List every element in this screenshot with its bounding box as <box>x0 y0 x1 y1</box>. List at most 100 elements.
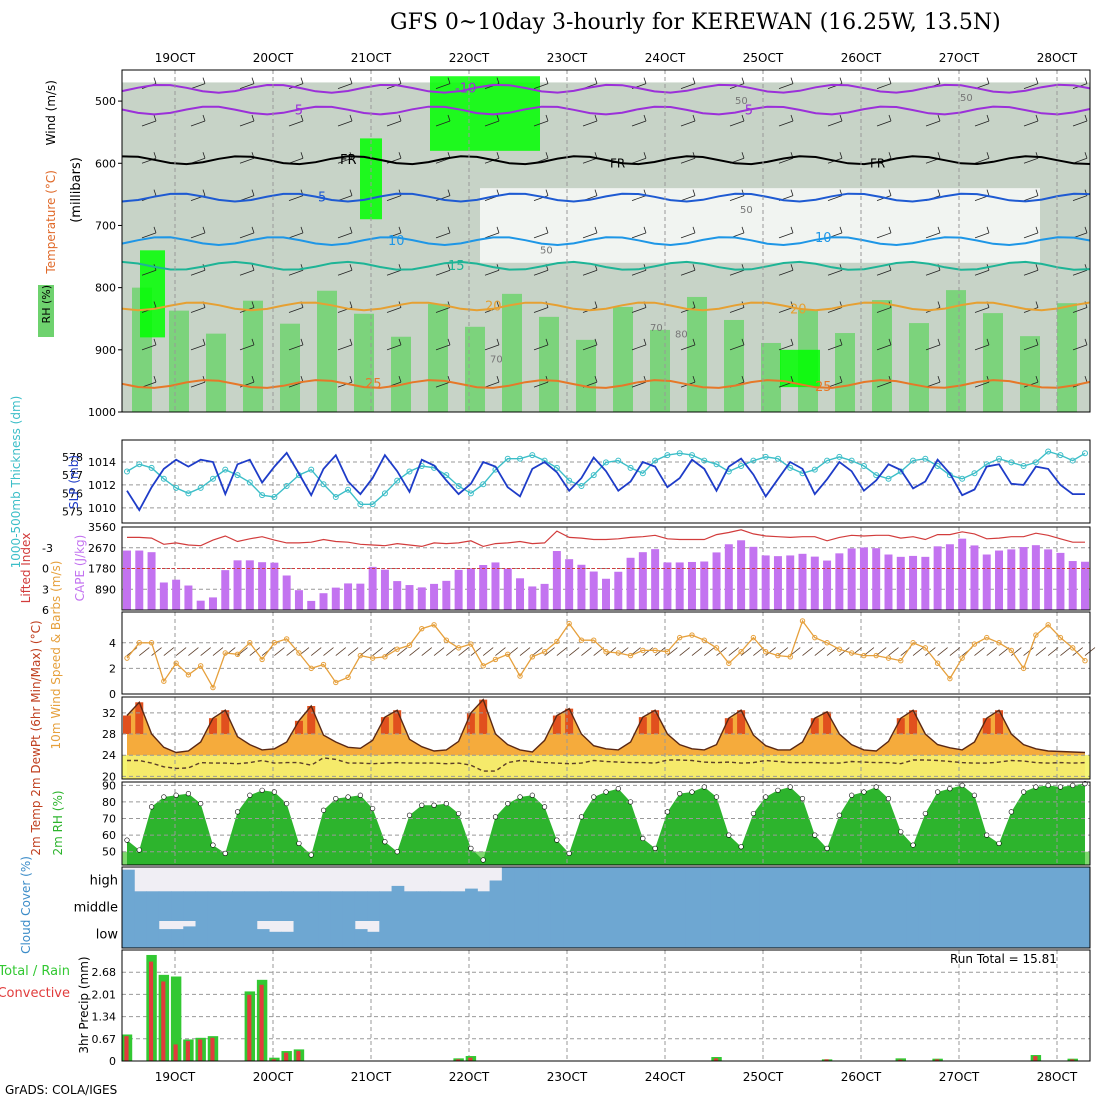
cape-bar <box>417 587 426 610</box>
wind-barb-flag <box>986 114 990 122</box>
wind-barb-flag <box>447 189 451 196</box>
rh-point <box>910 842 916 848</box>
x-tick-label-bottom: 27OCT <box>939 1070 980 1084</box>
cape-bar <box>798 553 807 610</box>
wind-speed-line <box>126 619 1086 690</box>
thickness-point <box>455 483 462 490</box>
wind-barb-10m <box>544 647 555 656</box>
wind-barb <box>1023 120 1039 127</box>
cloud-cell <box>918 867 932 894</box>
cape-bar <box>270 562 279 610</box>
rh-contour-label: 50 <box>740 205 753 216</box>
cape-bar <box>687 561 696 610</box>
cape-bar <box>638 552 647 610</box>
wind-speed-point <box>591 637 597 643</box>
cloud-cell <box>171 929 184 948</box>
cape-bar <box>884 554 893 610</box>
wind-speed-point <box>259 656 265 663</box>
cloud-cell <box>563 921 576 948</box>
wind-barb-flag <box>545 338 549 345</box>
cape-bar <box>712 552 721 610</box>
rh-point <box>222 850 228 856</box>
wind-barb <box>141 269 157 276</box>
rh-point <box>406 812 413 818</box>
wind-barb-flag <box>496 301 500 308</box>
wind-speed-point <box>726 660 732 666</box>
wind-barb-10m <box>151 647 162 656</box>
wind-barb-flag <box>496 226 500 234</box>
rh-moist-column <box>169 310 189 412</box>
thickness-point <box>1032 459 1039 466</box>
cape-bar <box>454 569 463 610</box>
wind-barb <box>337 232 353 239</box>
wind-barb-flag <box>1084 338 1088 345</box>
thickness-point <box>910 457 917 464</box>
slp-axis-label: SLP (mb) <box>67 455 81 509</box>
cape-bar <box>1031 545 1040 610</box>
lifted-tick-label: 6 <box>42 604 49 617</box>
thickness-point <box>1069 457 1076 464</box>
cloud-cell <box>918 894 932 921</box>
cloud-cell <box>146 894 160 921</box>
rh-contour-label: 50 <box>735 96 748 107</box>
wind-barb <box>778 120 794 127</box>
rh-point <box>1070 782 1076 788</box>
isotherm-label: 20 <box>790 302 807 317</box>
rh-point <box>652 845 658 852</box>
cloud-cell <box>832 921 846 948</box>
cloud-cell <box>587 894 601 921</box>
wind-barb-flag <box>937 226 941 234</box>
wind-barb <box>631 381 647 388</box>
wind-barb-flag <box>594 376 598 383</box>
wind-barb <box>876 232 892 239</box>
cloud-cell <box>1077 894 1091 921</box>
wind-barb-flag <box>300 77 304 84</box>
cloud-cell <box>599 921 613 948</box>
wind-barb <box>729 269 745 276</box>
cloud-cell <box>697 867 711 894</box>
wind-barb-flag <box>692 77 696 84</box>
rh-moist-column <box>428 303 448 412</box>
wind-speed-point <box>136 640 142 646</box>
thickness-point <box>1082 450 1088 457</box>
cloud-cell <box>122 894 135 921</box>
wind-barb-flag <box>202 152 206 159</box>
wind-barb <box>778 83 794 90</box>
rh-contour-label: 50 <box>540 245 553 256</box>
wind-barb <box>141 232 157 239</box>
rh-point <box>271 789 277 795</box>
rh-point <box>627 799 634 805</box>
x-tick-label-bottom: 22OCT <box>449 1070 490 1084</box>
cloud-cell <box>685 894 699 921</box>
precip-legend-label: Total / Rain <box>0 964 70 979</box>
rh-point <box>333 795 339 802</box>
x-tick-label-top: 24OCT <box>645 51 686 65</box>
cloud-cell <box>501 894 515 921</box>
wind-barb-10m <box>581 647 592 656</box>
cape-bar <box>430 583 439 610</box>
wind-barb <box>1023 232 1039 239</box>
cape-axis-label: CAPE (J/kg) <box>73 535 87 602</box>
wind-barb-flag <box>643 152 647 159</box>
wind-speed-point <box>320 661 327 668</box>
thickness-point <box>566 477 573 484</box>
slp-tick-label: 1010 <box>88 502 116 515</box>
temperature-peak <box>565 708 574 735</box>
wind-barb <box>288 83 304 90</box>
wind-barb <box>484 269 500 276</box>
wind-speed-point <box>505 651 511 657</box>
cape-bar <box>921 556 930 610</box>
cape-bar <box>208 597 217 610</box>
thickness-point <box>185 490 192 497</box>
wind-barb-flag <box>1084 77 1088 84</box>
rh-point <box>1008 809 1014 815</box>
cloud-cell <box>857 894 870 921</box>
cloud-cell <box>526 921 540 948</box>
wind-barb-flag <box>1035 77 1039 84</box>
wind-barb <box>239 232 255 239</box>
wind-barb <box>631 232 647 239</box>
slp-tick-label: 1014 <box>88 456 116 469</box>
cloud-cell <box>538 867 552 894</box>
wind-tick-label: 0 <box>109 688 116 701</box>
cloud-cell <box>746 894 760 921</box>
